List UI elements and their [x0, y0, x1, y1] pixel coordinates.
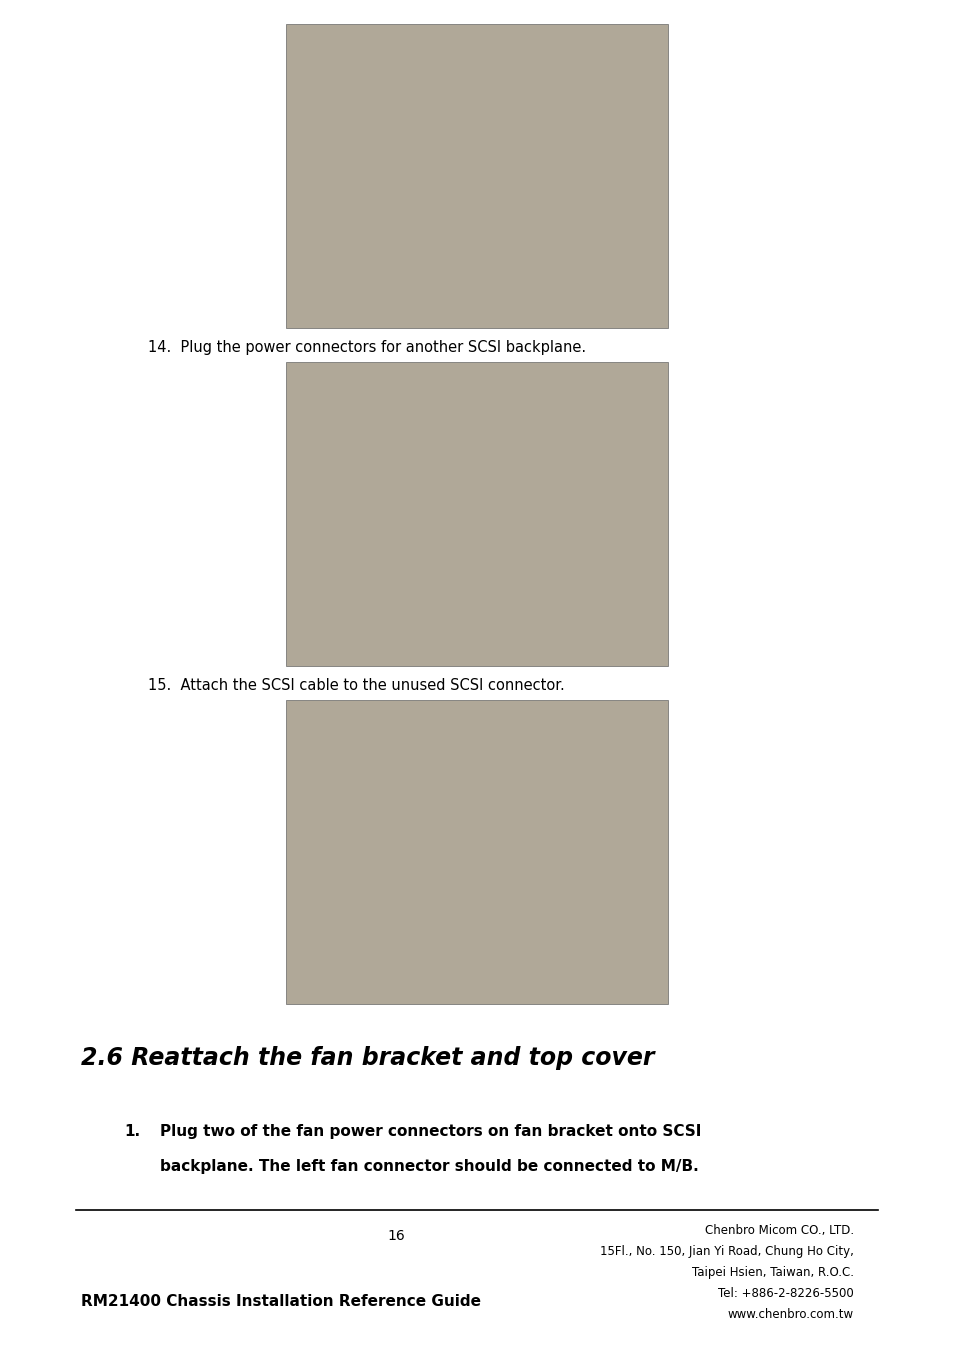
Text: Chenbro Micom CO., LTD.: Chenbro Micom CO., LTD.	[704, 1224, 853, 1238]
Text: Taipei Hsien, Taiwan, R.O.C.: Taipei Hsien, Taiwan, R.O.C.	[691, 1266, 853, 1279]
Text: www.chenbro.com.tw: www.chenbro.com.tw	[727, 1308, 853, 1321]
Bar	[286, 24, 667, 328]
Text: 1.: 1.	[124, 1124, 140, 1139]
Text: RM21400 Chassis Installation Reference Guide: RM21400 Chassis Installation Reference G…	[81, 1294, 480, 1309]
Text: Plug two of the fan power connectors on fan bracket onto SCSI: Plug two of the fan power connectors on …	[160, 1124, 700, 1139]
Text: 15Fl., No. 150, Jian Yi Road, Chung Ho City,: 15Fl., No. 150, Jian Yi Road, Chung Ho C…	[599, 1246, 853, 1258]
Bar	[286, 700, 667, 1004]
Text: 16: 16	[387, 1229, 404, 1243]
Text: 15.  Attach the SCSI cable to the unused SCSI connector.: 15. Attach the SCSI cable to the unused …	[148, 678, 564, 693]
Text: 2.6 Reattach the fan bracket and top cover: 2.6 Reattach the fan bracket and top cov…	[81, 1046, 654, 1070]
Text: Tel: +886-2-8226-5500: Tel: +886-2-8226-5500	[718, 1288, 853, 1300]
Text: 14.  Plug the power connectors for another SCSI backplane.: 14. Plug the power connectors for anothe…	[148, 340, 585, 355]
Bar	[286, 362, 667, 666]
Text: backplane. The left fan connector should be connected to M/B.: backplane. The left fan connector should…	[160, 1159, 699, 1174]
